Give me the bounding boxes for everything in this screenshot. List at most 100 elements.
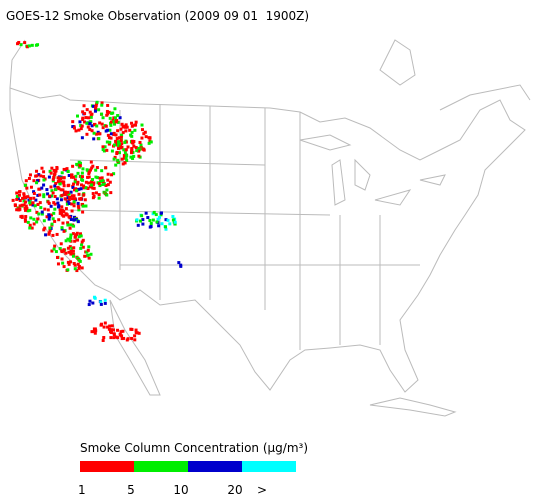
smoke-pixel: [62, 229, 66, 233]
smoke-pixel: [85, 250, 89, 254]
smoke-pixel: [42, 183, 46, 187]
smoke-pixel: [106, 178, 110, 182]
smoke-pixel: [129, 155, 133, 159]
smoke-pixel: [80, 266, 84, 270]
smoke-pixel: [46, 192, 50, 196]
smoke-pixel: [113, 155, 117, 159]
smoke-pixel: [86, 186, 90, 190]
smoke-pixel: [69, 223, 73, 227]
smoke-pixel: [80, 243, 84, 247]
smoke-pixel: [59, 177, 63, 181]
smoke-pixel: [29, 185, 33, 189]
smoke-pixel: [91, 104, 95, 108]
smoke-pixel: [48, 229, 52, 233]
smoke-pixel: [89, 160, 93, 164]
smoke-pixel: [115, 137, 119, 141]
smoke-pixel: [101, 183, 105, 187]
smoke-pixel: [114, 120, 118, 124]
smoke-pixel: [135, 149, 139, 153]
smoke-pixel: [68, 226, 72, 230]
smoke-pixel: [103, 145, 107, 149]
smoke-pixel: [140, 136, 144, 140]
smoke-pixel: [32, 192, 36, 196]
smoke-pixel: [80, 175, 84, 179]
smoke-pixel: [71, 186, 75, 190]
smoke-pixel: [98, 184, 102, 188]
smoke-pixel: [59, 188, 63, 192]
smoke-pixel: [81, 110, 85, 114]
smoke-pixel: [83, 112, 87, 116]
smoke-pixel: [70, 202, 74, 206]
smoke-pixel: [67, 173, 71, 177]
smoke-pixel: [100, 169, 104, 173]
smoke-pixel: [79, 234, 83, 238]
smoke-pixel: [117, 151, 121, 155]
smoke-pixel: [159, 213, 163, 217]
smoke-pixel: [109, 120, 113, 124]
smoke-pixel: [54, 188, 58, 192]
smoke-pixel: [100, 101, 104, 105]
smoke-pixel: [79, 124, 83, 128]
smoke-pixel: [119, 139, 123, 143]
smoke-pixel: [62, 176, 66, 180]
smoke-pixel: [122, 153, 126, 157]
smoke-pixel: [49, 204, 53, 208]
smoke-pixel: [108, 180, 112, 184]
smoke-pixel: [139, 143, 143, 147]
smoke-pixel: [64, 239, 68, 243]
smoke-pixel: [121, 125, 125, 129]
smoke-pixel: [47, 201, 51, 205]
smoke-pixel: [34, 198, 38, 202]
smoke-pixel: [77, 187, 81, 191]
smoke-pixel: [86, 175, 90, 179]
smoke-pixel: [97, 182, 101, 186]
legend-swatch: [188, 461, 242, 472]
smoke-pixel: [84, 116, 88, 120]
smoke-pixel: [101, 116, 105, 120]
smoke-pixel: [22, 193, 26, 197]
smoke-pixel: [144, 135, 148, 139]
smoke-pixel: [109, 336, 113, 340]
smoke-pixel: [49, 185, 53, 189]
smoke-pixel: [79, 187, 83, 191]
smoke-pixel: [56, 262, 60, 266]
smoke-pixel: [140, 128, 144, 132]
smoke-pixel: [130, 121, 134, 125]
smoke-pixel: [88, 185, 92, 189]
smoke-pixel: [57, 218, 61, 222]
smoke-pixel: [78, 164, 82, 168]
smoke-pixel: [65, 167, 69, 171]
smoke-pixel: [59, 198, 63, 202]
smoke-pixel: [42, 178, 46, 182]
smoke-pixel: [133, 334, 137, 338]
smoke-pixel: [133, 128, 137, 132]
smoke-pixel: [77, 266, 81, 270]
smoke-pixel: [62, 249, 66, 253]
smoke-pixel: [97, 108, 101, 112]
smoke-pixel: [105, 193, 109, 197]
smoke-pixel: [100, 122, 104, 126]
smoke-pixel: [164, 225, 168, 229]
smoke-pixel: [87, 303, 91, 307]
smoke-pixel: [78, 120, 82, 124]
smoke-pixel: [117, 142, 121, 146]
smoke-pixel: [35, 181, 39, 185]
smoke-pixel: [114, 163, 118, 167]
smoke-pixel: [112, 172, 116, 176]
smoke-pixel: [90, 124, 94, 128]
smoke-pixel: [166, 218, 170, 222]
smoke-pixel: [75, 189, 79, 193]
smoke-pixel: [132, 139, 136, 143]
smoke-pixel: [118, 116, 122, 120]
smoke-pixel: [62, 167, 66, 171]
legend-label: 20: [227, 483, 242, 497]
smoke-pixel: [92, 327, 96, 331]
smoke-pixel: [168, 222, 172, 226]
legend-label: 10: [173, 483, 188, 497]
smoke-pixel: [23, 41, 27, 45]
smoke-pixel: [113, 107, 117, 111]
smoke-pixel: [124, 156, 128, 160]
smoke-pixel: [130, 148, 134, 152]
smoke-pixel: [37, 173, 41, 177]
smoke-pixel: [56, 201, 60, 205]
